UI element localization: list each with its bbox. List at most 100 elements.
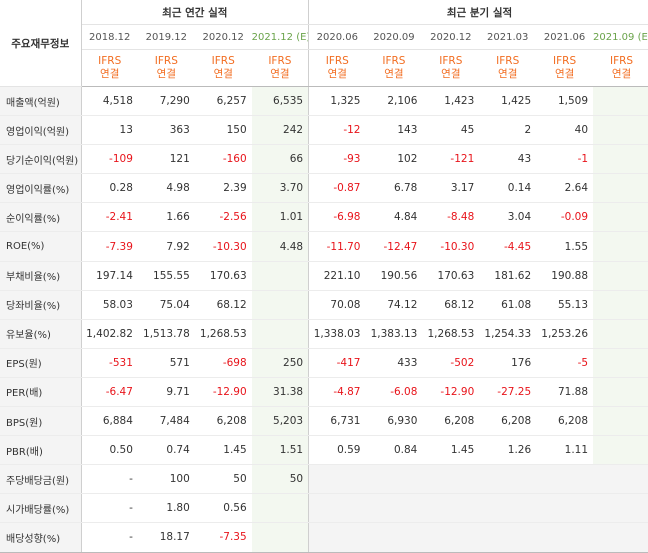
table-cell: -12 <box>308 115 366 146</box>
basis-standard: IFRS <box>211 55 235 67</box>
table-cell <box>593 435 648 466</box>
basis-scope: 연결 <box>384 68 404 80</box>
table-cell: 1,383.13 <box>365 319 423 349</box>
table-cell <box>365 522 423 553</box>
table-cell <box>308 464 366 495</box>
basis-standard: IFRS <box>268 55 292 67</box>
table-cell: 66 <box>251 144 310 175</box>
table-cell: 1.01 <box>251 202 310 233</box>
table-cell: 121 <box>137 144 195 175</box>
table-cell: 1.80 <box>137 493 195 524</box>
table-cell: 4.48 <box>251 231 310 262</box>
period-header: 2020.12 <box>422 24 480 50</box>
table-cell: 6,257 <box>194 86 252 117</box>
table-cell: 7.92 <box>137 231 195 262</box>
table-cell: - <box>81 464 138 495</box>
table-cell: 1,338.03 <box>308 319 366 349</box>
basis-header: IFRS 연결 <box>251 49 310 87</box>
table-cell: 43 <box>479 144 537 175</box>
table-cell: 31.38 <box>251 377 310 408</box>
basis-scope: 연결 <box>498 68 518 80</box>
basis-scope: 연결 <box>213 68 233 80</box>
table-cell <box>479 493 537 524</box>
row-label: 영업이익률(%) <box>0 173 82 204</box>
table-cell: 197.14 <box>81 261 138 291</box>
table-cell: -2.41 <box>81 202 138 233</box>
table-cell: -12.47 <box>365 231 423 262</box>
table-cell <box>593 319 648 349</box>
table-cell: -121 <box>422 144 480 175</box>
table-cell: 0.56 <box>194 493 252 524</box>
table-cell: -0.87 <box>308 173 366 204</box>
table-cell: -4.45 <box>479 231 537 262</box>
table-cell: 1,425 <box>479 86 537 117</box>
table-row: 유보율(%) 1,402.82 1,513.78 1,268.53 1,338.03 1,… <box>0 319 648 349</box>
period-header: 2019.12 <box>137 24 195 50</box>
table-cell <box>479 522 537 553</box>
basis-standard: IFRS <box>609 55 634 67</box>
table-cell <box>593 86 648 117</box>
table-cell: -7.35 <box>194 522 252 553</box>
table-cell: 50 <box>194 464 252 495</box>
table-cell: 6,731 <box>308 406 366 437</box>
row-label: 당좌비율(%) <box>0 290 82 320</box>
table-cell: 13 <box>81 115 138 146</box>
table-cell: -109 <box>81 144 138 175</box>
table-cell: 0.84 <box>365 435 423 466</box>
basis-standard: IFRS <box>98 55 122 67</box>
table-row: 부채비율(%) 197.14 155.55 170.63 221.10 190.56 170… <box>0 261 648 291</box>
quarter-section-title: 최근 분기 실적 <box>308 0 648 25</box>
row-label: 주당배당금(원) <box>0 464 82 495</box>
table-row: 순이익률(%) -2.41 1.66 -2.56 1.01 -6.98 4.84 -8.48 3… <box>0 202 648 233</box>
basis-header: IFRS 연결 <box>308 49 366 87</box>
table-cell: 1.45 <box>422 435 480 466</box>
table-cell <box>536 522 594 553</box>
basis-header: IFRS 연결 <box>536 49 594 87</box>
table-cell: 6,535 <box>251 86 310 117</box>
table-cell: - <box>81 493 138 524</box>
table-cell: 102 <box>365 144 423 175</box>
table-cell: 71.88 <box>536 377 594 408</box>
table-cell: 18.17 <box>137 522 195 553</box>
period-header: 2018.12 <box>81 24 138 50</box>
table-cell: -6.98 <box>308 202 366 233</box>
table-cell <box>593 115 648 146</box>
table-cell: 7,290 <box>137 86 195 117</box>
table-cell <box>308 493 366 524</box>
table-cell: 221.10 <box>308 261 366 291</box>
table-cell <box>593 347 648 378</box>
table-cell: 1,254.33 <box>479 319 537 349</box>
table-cell: 1,402.82 <box>81 319 138 349</box>
table-cell <box>593 406 648 437</box>
table-cell: 3.17 <box>422 173 480 204</box>
table-row: ROE(%) -7.39 7.92 -10.30 4.48 -11.70 -12.47 -10… <box>0 231 648 262</box>
table-cell: 68.12 <box>422 290 480 320</box>
table-cell: 143 <box>365 115 423 146</box>
period-header: 2020.09 <box>365 24 423 50</box>
table-cell: 7,484 <box>137 406 195 437</box>
table-cell: -0.09 <box>536 202 594 233</box>
table-cell: -6.47 <box>81 377 138 408</box>
table-row: 주당배당금(원) -100 50 50 <box>0 464 648 495</box>
basis-scope: 연결 <box>100 68 120 80</box>
table-cell: 50 <box>251 464 310 495</box>
table-cell: -10.30 <box>422 231 480 262</box>
table-row: 시가배당률(%) -1.80 0.56 <box>0 493 648 524</box>
table-cell: 0.50 <box>81 435 138 466</box>
table-cell: 571 <box>137 347 195 378</box>
table-cell: 176 <box>479 347 537 378</box>
annual-section-title: 최근 연간 실적 <box>81 0 310 25</box>
table-cell: 1,268.53 <box>422 319 480 349</box>
table-cell: 1.66 <box>137 202 195 233</box>
table-cell: -8.48 <box>422 202 480 233</box>
basis-standard: IFRS <box>496 55 520 67</box>
table-cell: -7.39 <box>81 231 138 262</box>
basis-header: IFRS 연결 <box>194 49 252 87</box>
table-cell: -1 <box>536 144 594 175</box>
table-row: PER(배) -6.47 9.71 -12.90 31.38 -4.87 -6.08 -12.… <box>0 377 648 408</box>
table-cell: 433 <box>365 347 423 378</box>
table-cell: -11.70 <box>308 231 366 262</box>
table-cell: 1.55 <box>536 231 594 262</box>
table-cell: 170.63 <box>194 261 252 291</box>
table-cell: 3.70 <box>251 173 310 204</box>
